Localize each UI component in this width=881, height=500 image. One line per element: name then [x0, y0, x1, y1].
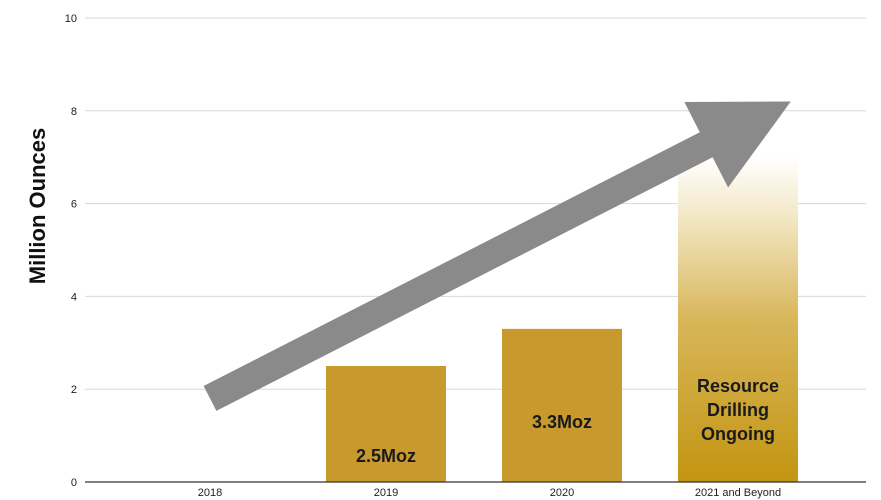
bar-data-label: 3.3Moz — [532, 412, 592, 432]
trend-arrow-shape — [203, 101, 791, 411]
bar-data-label: Drilling — [707, 400, 769, 420]
bar-2021-and-beyond — [678, 157, 798, 482]
bar-2020 — [502, 328, 622, 482]
y-tick-label: 10 — [65, 13, 77, 25]
trend-arrow — [203, 101, 791, 411]
y-tick-label: 2 — [71, 384, 77, 396]
bar-data-label: Resource — [697, 376, 779, 396]
y-tick-label: 4 — [71, 291, 77, 303]
bar-2019 — [326, 366, 446, 482]
x-tick-label: 2021 and Beyond — [695, 487, 781, 499]
bar-labels: 2.5Moz 3.3Moz Resource Drilling Ongoing — [356, 376, 779, 466]
axes: 0 2 4 6 8 10 2018 2019 2020 2021 and Beyond — [65, 13, 866, 499]
y-tick-label: 6 — [71, 199, 77, 211]
x-tick-label: 2019 — [374, 487, 398, 499]
y-axis-label: Million Ounces — [25, 128, 50, 284]
x-tick-label: 2020 — [550, 487, 574, 499]
y-tick-label: 0 — [71, 477, 77, 489]
y-tick-label: 8 — [71, 106, 77, 118]
bars — [326, 157, 798, 482]
bar-data-label: 2.5Moz — [356, 446, 416, 466]
x-tick-label: 2018 — [198, 487, 222, 499]
bar-data-label: Ongoing — [701, 424, 775, 444]
